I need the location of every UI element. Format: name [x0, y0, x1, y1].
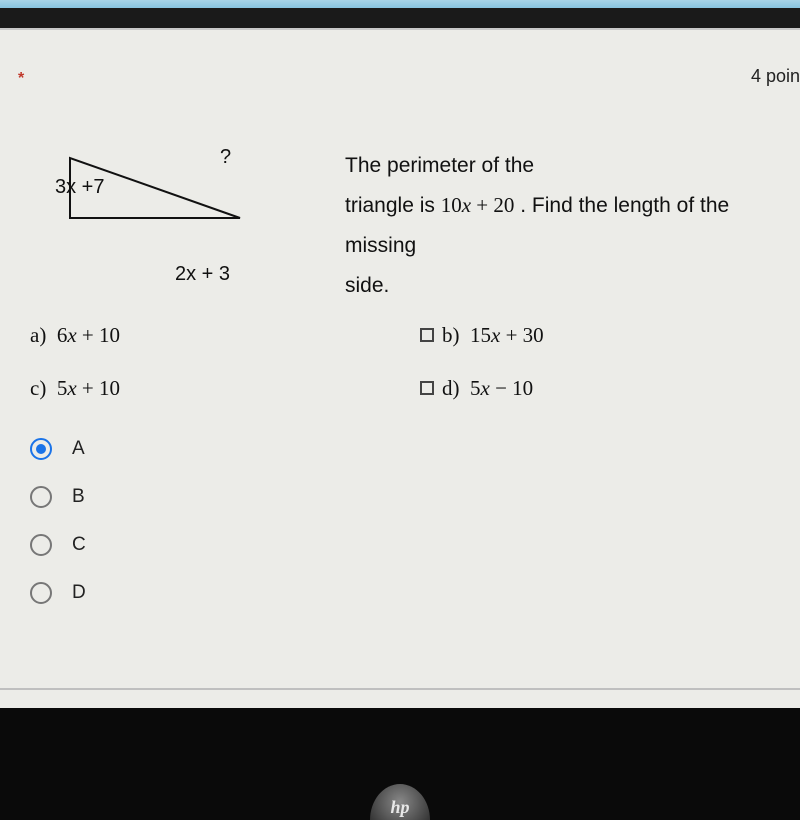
prompt-expr: 10x + 20	[441, 193, 515, 217]
points-label: 4 poin	[751, 66, 800, 87]
hp-logo-icon: hp	[370, 784, 430, 820]
checkbox-icon	[420, 328, 434, 342]
radio-option-a[interactable]: A	[30, 438, 86, 460]
question-prompt: The perimeter of the triangle is 10x + 2…	[345, 146, 795, 306]
radio-option-d[interactable]: D	[30, 582, 86, 604]
question-divider-bottom	[0, 688, 800, 690]
laptop-bezel: hp	[0, 708, 800, 820]
radio-icon-selected	[30, 438, 52, 460]
radio-dot-icon	[36, 444, 46, 454]
prompt-line2-pre: triangle is	[345, 194, 441, 217]
radio-option-b[interactable]: B	[30, 486, 86, 508]
prompt-line3: side.	[345, 274, 389, 297]
radio-label-a: A	[72, 438, 85, 460]
choice-d: d) 5x − 10	[420, 376, 533, 401]
triangle-side-bottom-label: 2x + 3	[175, 263, 230, 286]
radio-label-b: B	[72, 486, 85, 508]
radio-option-c[interactable]: C	[30, 534, 86, 556]
radio-label-d: D	[72, 582, 86, 604]
radio-label-c: C	[72, 534, 86, 556]
choice-b: b) 15x + 30	[420, 323, 544, 348]
triangle-svg	[60, 148, 260, 238]
question-divider-top	[0, 28, 800, 30]
choice-c: c) 5x + 10	[30, 376, 120, 401]
choice-letter-c: c)	[30, 376, 46, 400]
radio-icon	[30, 534, 52, 556]
choice-letter-b: b)	[442, 323, 460, 347]
required-asterisk: *	[18, 70, 24, 88]
choice-letter-d: d)	[442, 376, 460, 400]
choice-a: a) 6x + 10	[30, 323, 120, 348]
triangle-diagram	[60, 148, 300, 268]
triangle-shape	[70, 158, 240, 218]
prompt-line1: The perimeter of the	[345, 154, 534, 177]
choice-letter-a: a)	[30, 323, 46, 347]
quiz-page: * 4 poin 3x +7 ? 2x + 3 The perimeter of…	[0, 28, 800, 708]
checkbox-icon	[420, 381, 434, 395]
radio-icon	[30, 582, 52, 604]
radio-icon	[30, 486, 52, 508]
window-top-bar	[0, 0, 800, 8]
answer-radio-group: A B C D	[30, 438, 86, 630]
